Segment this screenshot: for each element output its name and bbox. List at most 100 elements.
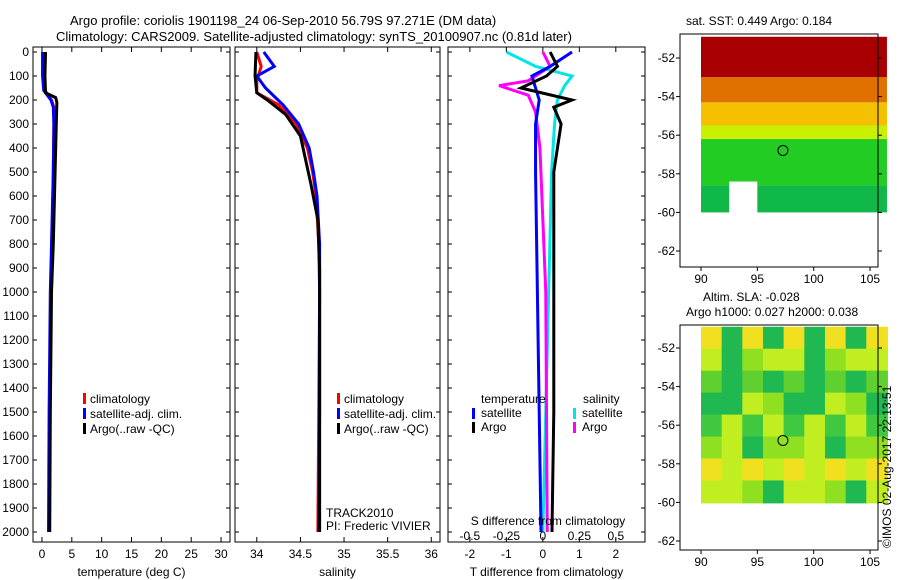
x-tick-label: 1 [576,547,583,561]
sst-map-title: sat. SST: 0.449 Argo: 0.184 [686,14,833,28]
y-tick-label: 1600 [2,429,29,443]
sla-cell [721,436,744,460]
sla-cell [701,458,723,482]
sla-map-subtitle: Argo h1000: 0.027 h2000: 0.038 [686,305,859,319]
profile-line-t-satellite [530,50,573,533]
sla-cell [824,370,847,394]
sla-cell [721,348,744,372]
credit-label: ©IMOS 02-Aug-2017 22:13:51 [880,385,894,548]
x2-tick-label: 0 [540,529,547,543]
sla-cell [845,436,868,460]
legend-label: Argo(..raw -QC) [90,422,175,436]
lon-tick-label: 95 [751,555,765,569]
legend-swatch [337,408,340,419]
y-tick-label: 1700 [2,453,29,467]
lon-tick-label: 105 [860,272,880,286]
sst-band [701,77,887,103]
sla-cell [701,392,723,416]
x-tick-label: 2 [612,547,619,561]
legend-label: Argo [481,420,507,434]
profile-line-argo-raw-qc- [43,51,59,533]
sla-cell [804,326,826,350]
sla-cell [824,436,847,460]
profile-line-satellite-adj-clim- [254,51,322,533]
legend-label: satellite [481,406,522,420]
sst-band [701,125,887,140]
sla-cell [742,480,764,504]
sla-cell [824,348,847,372]
sla-cell [721,326,744,350]
sla-cell [701,348,723,372]
sla-cell [866,370,888,394]
sla-cell [742,370,764,394]
y-tick-label: 100 [9,69,29,83]
map-frame [679,33,879,268]
y-tick-label: 1300 [2,357,29,371]
x-tick-label: 0 [39,547,46,561]
legend-label: satellite-adj. clim. [90,407,182,421]
sla-cell [762,480,785,504]
platform-annotation: TRACK2010 [326,506,394,520]
sla-cell [721,480,744,504]
sla-cell [701,326,723,350]
sla-cell [783,326,806,350]
sla-cell [783,436,806,460]
sla-cell [824,414,847,438]
x2-tick-label: -0.5 [460,529,481,543]
sst-band [701,36,887,78]
y-tick-label: 0 [22,45,29,59]
profile-line-s-argo [498,51,553,533]
x2-axis-label: S difference from climatology [471,514,626,528]
legend-swatch [337,423,340,434]
sla-cell [783,458,806,482]
sla-cell [804,458,826,482]
x-tick-label: -2 [465,547,476,561]
y-tick-label: 200 [9,93,29,107]
legend-title-temperature: temperature [481,392,546,406]
y-tick-label: 900 [9,261,29,275]
sst-band [701,102,887,126]
x-tick-label: 10 [95,547,109,561]
sla-cell [824,392,847,416]
lon-tick-label: 90 [694,555,708,569]
legend-swatch [83,423,86,434]
x-tick-label: 35.5 [376,547,400,561]
x-tick-label: 36 [425,547,439,561]
y-tick-label: 1100 [3,309,29,323]
land-mask [729,181,758,223]
y-tick-label: 1000 [2,285,29,299]
lat-tick-label: -54 [658,380,676,394]
lat-tick-label: -60 [658,495,676,509]
sla-cell [866,348,888,372]
sla-cell [845,480,868,504]
platform-annotation: PI: Frederic VIVIER [326,519,431,533]
x-tick-label: 0 [540,547,547,561]
lon-tick-label: 105 [860,555,880,569]
plot-frame [234,46,441,543]
sla-cell [783,348,806,372]
profile-line-climatology [255,51,322,533]
sla-cell [721,458,744,482]
x-axis-label: T difference from climatology [470,565,624,579]
sla-cell [742,414,764,438]
sla-cell [824,326,847,350]
legend-swatch [472,422,475,433]
sla-cell [742,458,764,482]
y-tick-label: 1800 [2,477,29,491]
sla-cell [804,414,826,438]
sla-cell [762,458,785,482]
y-tick-label: 600 [9,189,29,203]
lat-tick-label: -62 [658,244,676,258]
sla-cell [721,414,744,438]
x-axis-label: temperature (deg C) [77,565,185,579]
plot-frame [32,46,231,543]
sla-cell [845,348,868,372]
lon-tick-label: 100 [804,272,824,286]
sla-cell [845,458,868,482]
sla-cell [845,392,868,416]
legend-swatch [83,408,86,419]
sla-cell [721,370,744,394]
sla-cell [701,436,723,460]
lat-tick-label: -56 [658,128,676,142]
sla-cell [804,392,826,416]
